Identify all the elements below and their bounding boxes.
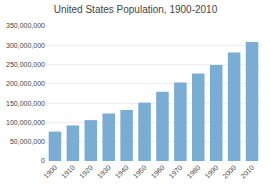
svg-text:350,000,000: 350,000,000 (6, 22, 45, 29)
svg-text:300,000,000: 300,000,000 (6, 42, 45, 49)
svg-text:100,000,000: 100,000,000 (6, 119, 45, 126)
svg-text:250,000,000: 250,000,000 (6, 61, 45, 68)
svg-text:1940: 1940 (114, 164, 130, 180)
svg-text:2000: 2000 (221, 164, 237, 180)
svg-text:2010: 2010 (239, 164, 255, 180)
svg-text:1970: 1970 (168, 164, 184, 180)
svg-text:0: 0 (41, 157, 45, 164)
svg-text:1930: 1930 (96, 164, 112, 180)
svg-text:1980: 1980 (186, 164, 202, 180)
svg-text:United States Population, 1900: United States Population, 1900-2010 (54, 4, 218, 15)
svg-text:1910: 1910 (60, 164, 76, 180)
svg-text:1990: 1990 (203, 164, 219, 180)
svg-text:1960: 1960 (150, 164, 166, 180)
svg-text:150,000,000: 150,000,000 (6, 100, 45, 107)
svg-text:50,000,000: 50,000,000 (10, 138, 45, 145)
svg-text:1950: 1950 (132, 164, 148, 180)
svg-text:200,000,000: 200,000,000 (6, 80, 45, 87)
svg-text:1900: 1900 (42, 164, 58, 180)
svg-text:1920: 1920 (78, 164, 94, 180)
